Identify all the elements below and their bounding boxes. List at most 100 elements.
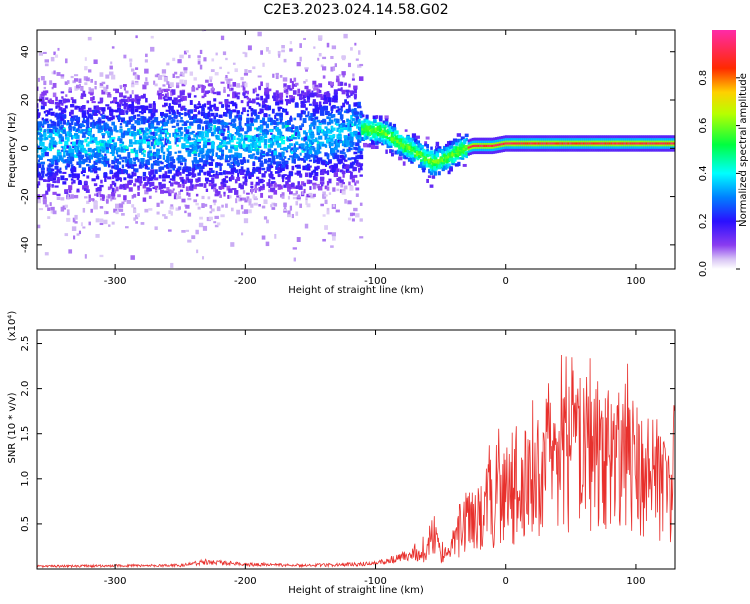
heatmap-cell (248, 106, 252, 110)
heatmap-cell (158, 134, 162, 139)
heatmap-cell (76, 120, 80, 125)
heatmap-cell (404, 150, 408, 155)
heatmap-cell (400, 148, 404, 154)
heatmap-cell (119, 126, 123, 129)
heatmap-cell (342, 120, 345, 123)
heatmap-cell (291, 80, 294, 86)
heatmap-cell (123, 54, 127, 59)
heatmap-cell (328, 97, 332, 103)
heatmap-cell (40, 170, 45, 174)
heatmap-cell (216, 91, 221, 96)
heatmap-cell (280, 106, 283, 110)
heatmap-cell (75, 139, 81, 145)
heatmap-cell (184, 111, 187, 115)
heatmap-cell (329, 147, 334, 153)
heatmap-cell (506, 142, 509, 145)
heatmap-cell (269, 173, 274, 179)
heatmap-cell (91, 140, 96, 143)
heatmap-cell (314, 92, 319, 97)
heatmap-cell (97, 142, 102, 145)
heatmap-cell (426, 161, 430, 166)
heatmap-cell (261, 167, 266, 171)
heatmap-cell (49, 98, 52, 103)
heatmap-cell (188, 192, 191, 197)
heatmap-cell (134, 80, 139, 85)
heatmap-cell (355, 119, 359, 123)
heatmap-cell (250, 181, 254, 186)
heatmap-cell (134, 157, 139, 160)
heatmap-cell (234, 170, 238, 174)
heatmap-cell (336, 154, 340, 160)
heatmap-cell (398, 138, 402, 142)
heatmap-cell (279, 147, 283, 150)
heatmap-cell (305, 141, 308, 146)
heatmap-cell (312, 99, 316, 104)
heatmap-cell (354, 42, 357, 46)
heatmap-cell (118, 110, 124, 116)
heatmap-cell (136, 179, 141, 182)
heatmap-cell (500, 143, 504, 146)
heatmap-cell (183, 127, 187, 132)
heatmap-cell (321, 129, 324, 133)
spectrogram-y-tick-label: 0 (20, 145, 31, 151)
heatmap-cell (357, 135, 362, 139)
heatmap-cell (456, 133, 462, 137)
heatmap-cell (131, 204, 135, 208)
heatmap-cell (129, 98, 133, 102)
heatmap-cell (270, 204, 273, 208)
heatmap-cell (209, 156, 212, 161)
heatmap-cell (178, 127, 182, 132)
heatmap-cell (125, 159, 128, 164)
heatmap-cell (359, 150, 363, 155)
heatmap-cell (314, 166, 319, 171)
heatmap-cell (197, 152, 201, 157)
heatmap-cell (133, 158, 136, 162)
heatmap-cell (79, 144, 85, 149)
heatmap-cell (102, 150, 105, 153)
heatmap-cell (74, 154, 78, 158)
heatmap-cell (618, 142, 621, 145)
heatmap-cell (249, 138, 254, 142)
heatmap-cell (285, 126, 289, 132)
heatmap-cell (311, 90, 314, 93)
heatmap-cell (185, 147, 190, 151)
heatmap-cell (319, 106, 325, 112)
heatmap-cell (86, 185, 89, 190)
heatmap-cell (65, 98, 68, 103)
heatmap-cell (187, 93, 192, 98)
heatmap-cell (98, 117, 101, 120)
heatmap-cell (576, 142, 580, 145)
spectrogram-heatmap (37, 30, 675, 268)
heatmap-cell (154, 151, 158, 155)
heatmap-cell (201, 195, 205, 200)
heatmap-cell (266, 219, 269, 224)
heatmap-cell (142, 171, 147, 177)
heatmap-cell (246, 109, 250, 113)
heatmap-cell (44, 121, 49, 124)
heatmap-cell (48, 172, 53, 177)
heatmap-cell (90, 93, 94, 96)
heatmap-cell (300, 181, 305, 186)
heatmap-cell (150, 163, 154, 168)
heatmap-cell (647, 142, 650, 145)
heatmap-cell (199, 183, 204, 187)
heatmap-cell (162, 157, 166, 160)
heatmap-cell (234, 190, 239, 195)
heatmap-cell (463, 154, 467, 158)
heatmap-cell (206, 171, 211, 176)
heatmap-cell (382, 134, 387, 139)
heatmap-cell (257, 31, 262, 37)
heatmap-cell (361, 114, 365, 118)
heatmap-cell (122, 145, 127, 149)
heatmap-cell (81, 167, 86, 170)
heatmap-cell (154, 137, 158, 141)
heatmap-cell (157, 138, 163, 142)
heatmap-cell (170, 204, 174, 208)
heatmap-cell (45, 118, 49, 124)
heatmap-cell (229, 116, 232, 119)
heatmap-cell (388, 145, 393, 148)
heatmap-cell (207, 138, 211, 141)
heatmap-cell (219, 155, 222, 161)
heatmap-cell (355, 147, 360, 151)
heatmap-cell (109, 170, 113, 174)
